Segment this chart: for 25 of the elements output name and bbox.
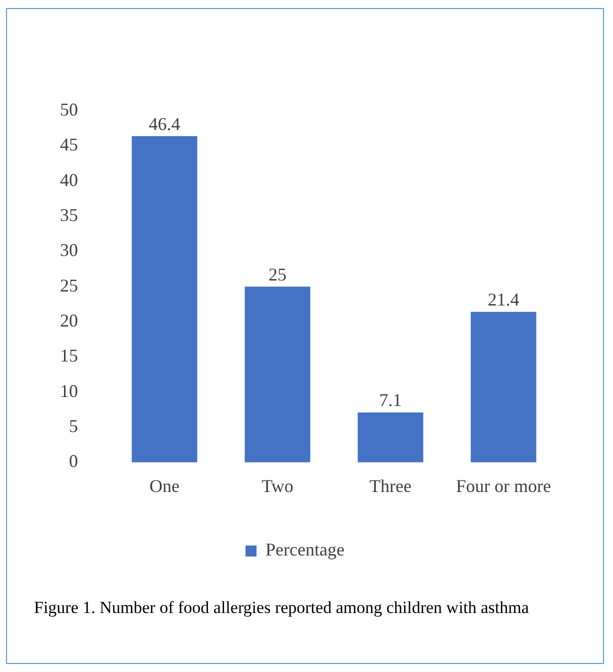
y-tick-label: 50 xyxy=(60,100,78,120)
y-tick-label: 45 xyxy=(60,134,78,155)
legend-label: Percentage xyxy=(266,540,344,560)
y-tick-label: 40 xyxy=(60,170,78,190)
x-tick-label: Three xyxy=(370,476,412,496)
x-tick-label: Four or more xyxy=(456,476,551,496)
y-tick-label: 30 xyxy=(60,240,78,260)
data-label: 25 xyxy=(268,264,286,284)
x-tick-label: Two xyxy=(262,476,294,496)
y-tick-label: 25 xyxy=(60,275,78,296)
data-label: 21.4 xyxy=(488,290,520,310)
data-label: 7.1 xyxy=(379,390,402,410)
y-tick-label: 20 xyxy=(60,310,78,330)
x-tick-label: One xyxy=(150,476,180,496)
y-tick-label: 0 xyxy=(69,451,78,472)
caption: Figure 1. Number of food allergies reported among children with asthma xyxy=(34,597,530,619)
y-tick-label: 15 xyxy=(60,346,78,366)
bar xyxy=(132,136,198,462)
y-tick-label: 35 xyxy=(60,205,78,226)
bar xyxy=(358,412,424,462)
y-tick-label: 5 xyxy=(69,416,78,436)
bar xyxy=(244,286,310,462)
bar xyxy=(470,312,536,462)
y-tick-label: 10 xyxy=(60,380,78,401)
data-label: 46.4 xyxy=(148,114,180,134)
